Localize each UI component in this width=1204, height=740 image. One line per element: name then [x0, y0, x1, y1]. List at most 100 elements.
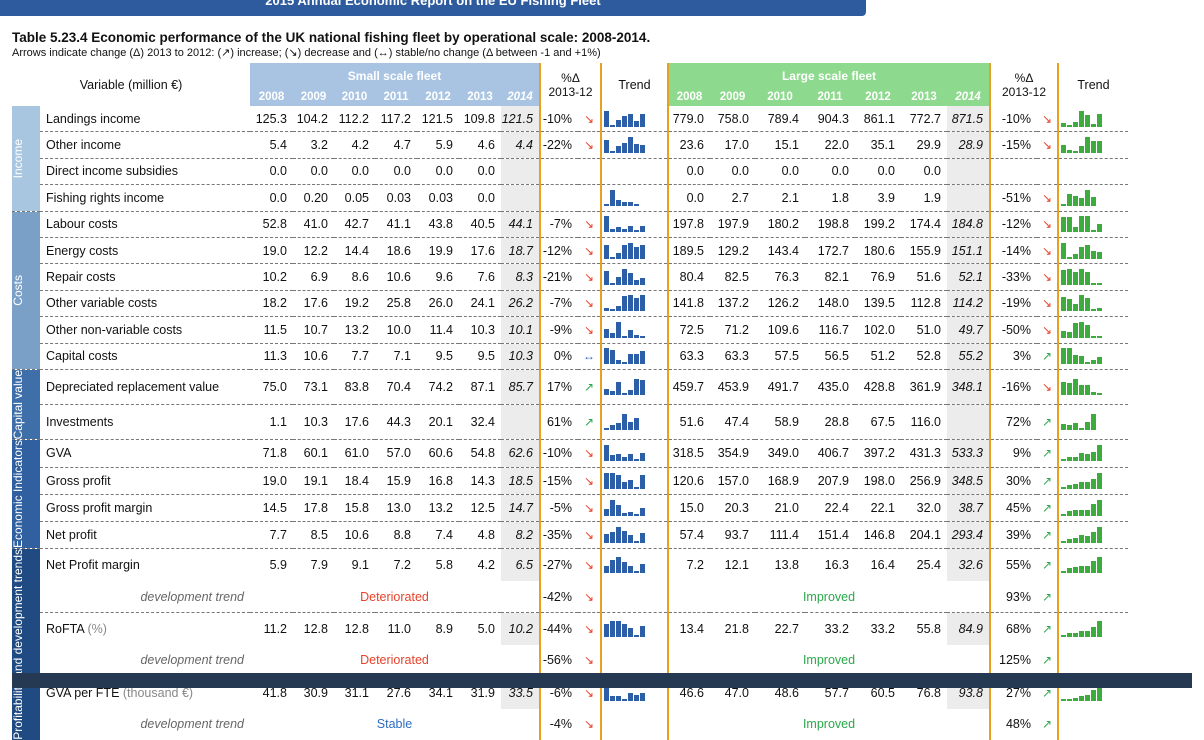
- sparkline: [600, 521, 669, 549]
- small-value: 12.8: [293, 612, 334, 645]
- sparkline-bar: [604, 389, 609, 395]
- sparkline-bar: [610, 560, 615, 574]
- small-value: 15.9: [375, 466, 417, 495]
- large-pct-change: 72%: [989, 404, 1037, 440]
- year-header: 2014: [947, 88, 990, 106]
- change-arrow-icon: ↘: [1037, 131, 1058, 159]
- sparkline-bar: [628, 273, 633, 286]
- sparkline-bar: [616, 423, 621, 431]
- sparkline-bar: [1067, 568, 1072, 574]
- row-label: Direct income subsidies: [40, 157, 250, 185]
- sparkline-bar: [610, 283, 615, 286]
- sparkline: [600, 263, 669, 291]
- sparkline-bar: [616, 621, 621, 637]
- small-value: 8.5: [293, 521, 334, 549]
- row-label: Capital costs: [40, 342, 250, 370]
- row-label: RoFTA (%): [40, 612, 250, 645]
- small-value: 104.2: [296, 111, 328, 126]
- large-value: 779.0: [672, 111, 704, 126]
- change-arrow-icon: ↘: [1037, 210, 1058, 238]
- sparkline-bar: [1067, 193, 1072, 206]
- large-pct-change: -16%: [989, 368, 1037, 405]
- sparkline-bar: [640, 692, 645, 701]
- sparkline: [1057, 521, 1128, 549]
- sparkline-bars: [1061, 216, 1128, 233]
- sparkline-bar: [1079, 566, 1084, 574]
- small-pct-change: -44%: [539, 612, 578, 645]
- sparkline-bars: [604, 379, 666, 395]
- large-value: 0.0: [668, 157, 710, 185]
- sparkline-bar: [622, 362, 627, 365]
- sparkline: [600, 316, 669, 344]
- sparkline-bar: [616, 360, 621, 365]
- sparkline-bar: [628, 422, 633, 431]
- table-row: Income Landings income 125.3 104.2 112.2 117.…: [12, 106, 1128, 212]
- large-value: 0.0: [805, 157, 855, 185]
- sparkline-bar: [1067, 150, 1072, 154]
- sparkline: [600, 466, 669, 495]
- year-header: 2009: [293, 88, 334, 106]
- small-value: 8.3: [501, 263, 540, 291]
- change-arrow-icon: [1037, 157, 1058, 185]
- large-value: 120.6: [668, 466, 710, 495]
- change-arrow-icon: ↗: [1041, 589, 1053, 604]
- small-value: 13.2: [417, 493, 459, 522]
- table-row: Gross profit 19.0 19.1 18.4 15.9 16.8 14.3 18.5…: [12, 466, 1128, 495]
- sparkline-bar: [1085, 454, 1090, 462]
- sparkline-bar: [640, 351, 645, 365]
- year-header: 2010: [755, 88, 805, 106]
- large-pct-change: -12%: [989, 210, 1037, 238]
- sparkline-bar: [1067, 484, 1072, 489]
- large-trend-empty: [1057, 708, 1128, 740]
- change-arrow-icon: ↘: [578, 263, 601, 291]
- change-arrow-icon: ↗: [1041, 653, 1053, 668]
- large-value: 38.7: [947, 493, 990, 522]
- sparkline-bar: [1085, 324, 1090, 338]
- large-value: 52.1: [947, 263, 990, 291]
- sparkline-bar: [1091, 360, 1096, 365]
- sparkline-bar: [1067, 299, 1072, 312]
- sparkline-bar: [634, 635, 639, 637]
- sparkline-bar: [1085, 137, 1090, 154]
- report-header-text: 2015 Annual Economic Report on the EU Fi…: [265, 0, 601, 8]
- sparkline-bars: [1061, 295, 1128, 312]
- small-value: 7.1: [375, 342, 417, 370]
- large-value: 51.2: [855, 342, 901, 370]
- sparkline-bar: [1061, 217, 1066, 233]
- sparkline-bar: [610, 499, 615, 516]
- sparkline-bar: [1091, 503, 1096, 516]
- sparkline-bar: [1073, 509, 1078, 516]
- sparkline: [1057, 493, 1128, 522]
- large-dev-trend: Improved: [802, 589, 856, 604]
- large-value: 0.0: [710, 157, 755, 185]
- sparkline-bar: [1097, 527, 1102, 544]
- table-row: Gross profit margin 14.5 17.8 15.8 13.0 13.2 1…: [12, 493, 1128, 522]
- sparkline-bar: [616, 557, 621, 574]
- year-header: 2012: [855, 88, 901, 106]
- change-arrow-icon: ↘: [1037, 368, 1058, 405]
- small-value: 8.9: [417, 612, 459, 645]
- row-label: GVA: [40, 439, 250, 468]
- small-value: 18.4: [334, 466, 375, 495]
- large-value: 318.5: [668, 439, 710, 468]
- table-row: Fishing rights income 0.0 0.20 0.05 0.03 0.03…: [12, 184, 1128, 212]
- large-pct-change: 3%: [989, 342, 1037, 370]
- large-value: 55.2: [947, 342, 990, 370]
- small-pct-change: -10%: [539, 439, 578, 468]
- small-value: 52.8: [250, 210, 293, 238]
- sparkline-bar: [1097, 224, 1102, 233]
- small-pct-change: 17%: [539, 368, 578, 405]
- sparkline-bar: [634, 379, 639, 395]
- sparkline-bar: [1079, 110, 1084, 127]
- large-value: 168.9: [755, 466, 805, 495]
- sparkline-bar: [1079, 321, 1084, 338]
- sparkline-bar: [1085, 566, 1090, 574]
- large-value: 0.0: [668, 184, 710, 212]
- sparkline-bars: [1061, 189, 1128, 206]
- large-value: 116.7: [805, 316, 855, 344]
- sparkline-bar: [1067, 510, 1072, 516]
- large-value: 21.8: [710, 612, 755, 645]
- sparkline-bars: [604, 621, 666, 637]
- large-value: 22.7: [755, 612, 805, 645]
- sparkline-bar: [622, 481, 627, 489]
